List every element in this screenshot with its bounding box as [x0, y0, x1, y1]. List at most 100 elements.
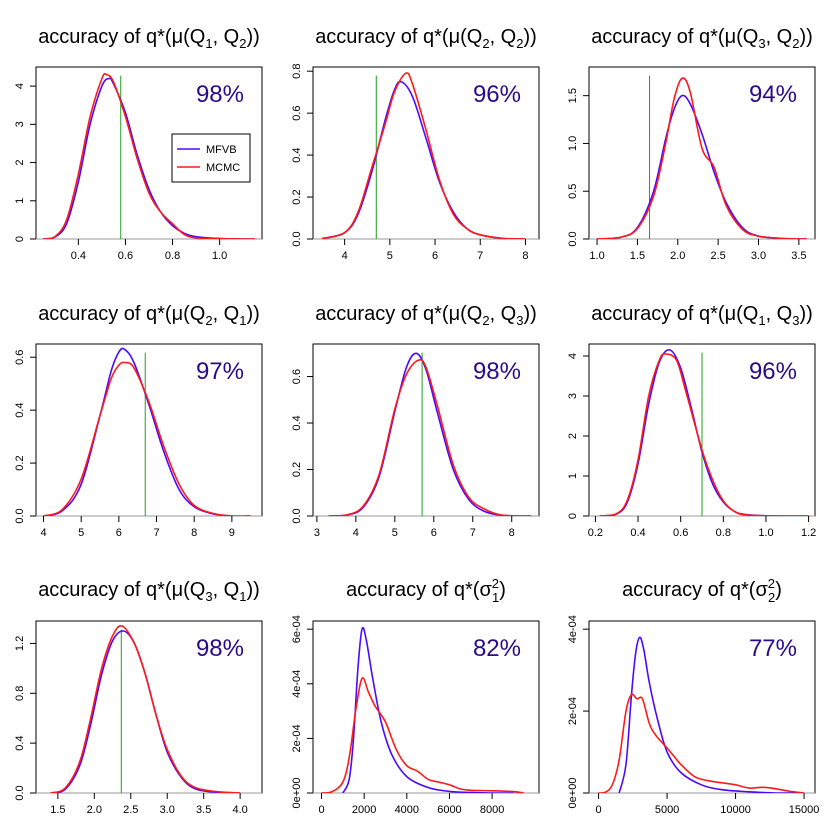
y-tick-label: 0.2	[14, 455, 26, 470]
y-tick-label: 1.0	[567, 136, 579, 151]
legend-label-mfvb: MFVB	[206, 144, 237, 156]
mcmc-density-curve	[599, 353, 809, 516]
panel-title: accuracy of q*(σ2 1)	[346, 576, 506, 605]
y-tick-label: 2	[14, 159, 26, 165]
panel-1: accuracy of q*(μ(Q1, Q2)) 0.4 0.6 0.8 1.0 0 1 2…	[14, 26, 263, 262]
x-tick-label: 0.8	[165, 250, 180, 262]
legend-label-mcmc: MCMC	[206, 162, 240, 174]
panel-title: accuracy of q*(μ(Q1, Q2))	[38, 26, 260, 51]
x-tick-label: 1.0	[589, 250, 604, 262]
mfvb-density-curve	[618, 636, 804, 793]
x-tick-label: 4.0	[232, 804, 247, 816]
y-tick-label: 0.2	[291, 462, 303, 477]
x-tick-label: 1.2	[801, 527, 816, 539]
accuracy-value: 96%	[473, 81, 521, 108]
y-tick-label: 0.4	[291, 415, 303, 430]
y-tick-label: 0.4	[14, 403, 26, 418]
y-tick-label: 0.4	[14, 735, 26, 750]
mcmc-density-curve	[328, 358, 532, 516]
x-tick-label: 3.0	[160, 804, 175, 816]
mfvb-density-curve	[42, 77, 255, 239]
mcmc-density-curve	[598, 693, 805, 793]
y-tick-label: 1	[14, 198, 26, 204]
y-tick-label: 0.0	[291, 231, 303, 246]
y-tick-label: 0.0	[14, 508, 26, 523]
y-tick-label: 0.0	[567, 231, 579, 246]
panel-9: accuracy of q*(σ2 2) 0 5000 10000 15000 0e+00 2…	[567, 576, 819, 816]
x-tick-label: 2000	[352, 804, 376, 816]
x-tick-label: 8	[509, 527, 515, 539]
x-tick-label: 8	[191, 527, 197, 539]
x-tick-label: 4000	[395, 804, 419, 816]
panel-title: accuracy of q*(σ2 2)	[622, 576, 782, 605]
x-tick-label: 3.5	[196, 804, 211, 816]
y-tick-label: 0	[567, 513, 579, 519]
x-tick-label: 7	[477, 250, 483, 262]
x-tick-label: 10000	[720, 804, 751, 816]
x-tick-label: 6	[116, 527, 122, 539]
panel-title: accuracy of q*(μ(Q2, Q2))	[315, 26, 537, 51]
y-tick-label: 0.5	[567, 184, 579, 199]
accuracy-value: 98%	[196, 81, 244, 108]
x-tick-label: 15000	[789, 804, 820, 816]
mcmc-density-curve	[42, 72, 255, 239]
y-tick-label: 4e-04	[291, 670, 303, 698]
x-tick-label: 2.5	[123, 804, 138, 816]
panel-5: accuracy of q*(μ(Q2, Q3)) 3 4 5 6 7 8 0.0 0.2 0.4…	[291, 303, 540, 539]
x-tick-label: 0.2	[588, 527, 603, 539]
panel-2: accuracy of q*(μ(Q2, Q2)) 4 5 6 7 8 0.0 0.2 0.4 0…	[291, 26, 540, 262]
x-tick-label: 0.6	[118, 250, 133, 262]
x-tick-label: 8000	[480, 804, 504, 816]
x-tick-label: 5	[387, 250, 393, 262]
accuracy-value: 94%	[749, 81, 797, 108]
x-tick-label: 6	[432, 250, 438, 262]
panel-title: accuracy of q*(μ(Q2, Q3))	[315, 303, 537, 328]
y-tick-label: 3	[14, 121, 26, 127]
x-tick-label: 0.8	[716, 527, 731, 539]
x-tick-label: 2.0	[670, 250, 685, 262]
x-tick-label: 0.4	[630, 527, 645, 539]
mfvb-density-curve	[597, 94, 807, 239]
accuracy-value: 97%	[196, 358, 244, 385]
x-tick-label: 2.0	[87, 804, 102, 816]
accuracy-value: 82%	[473, 635, 521, 662]
panel-title: accuracy of q*(μ(Q2, Q1))	[38, 303, 260, 328]
x-tick-label: 7	[153, 527, 159, 539]
panel-7: accuracy of q*(μ(Q3, Q1)) 1.5 2.0 2.5 3.0 3.5…	[14, 579, 263, 816]
x-tick-label: 3.0	[751, 250, 766, 262]
y-tick-label: 0.8	[14, 686, 26, 701]
x-tick-label: 5	[78, 527, 84, 539]
y-tick-label: 0.4	[291, 147, 303, 162]
y-tick-label: 4	[14, 83, 26, 89]
x-tick-label: 4	[353, 527, 359, 539]
x-tick-label: 6	[431, 527, 437, 539]
panel-title: accuracy of q*(μ(Q3, Q2))	[591, 26, 813, 51]
y-tick-label: 0.0	[14, 785, 26, 800]
x-tick-label: 3	[314, 527, 320, 539]
x-tick-label: 1.5	[50, 804, 65, 816]
x-tick-label: 5	[392, 527, 398, 539]
x-tick-label: 0.6	[673, 527, 688, 539]
mcmc-density-curve	[321, 72, 526, 239]
y-tick-label: 2e-04	[567, 697, 579, 725]
x-tick-label: 4	[40, 527, 46, 539]
y-tick-label: 0.6	[291, 105, 303, 120]
y-tick-label: 0.2	[291, 189, 303, 204]
accuracy-value: 98%	[473, 358, 521, 385]
x-tick-label: 0.4	[71, 250, 86, 262]
panel-title: accuracy of q*(μ(Q3, Q1))	[38, 579, 260, 604]
x-tick-label: 1.0	[758, 527, 773, 539]
x-tick-label: 5000	[655, 804, 679, 816]
y-tick-label: 0.6	[291, 369, 303, 384]
y-tick-label: 0.8	[291, 64, 303, 79]
y-tick-label: 3	[567, 393, 579, 399]
x-tick-label: 1.5	[630, 250, 645, 262]
y-tick-label: 2	[567, 433, 579, 439]
mcmc-density-curve	[321, 676, 525, 793]
mfvb-density-curve	[328, 352, 532, 516]
accuracy-value: 77%	[749, 635, 797, 662]
y-tick-label: 4	[567, 353, 579, 359]
legend-box	[171, 133, 251, 183]
y-tick-label: 0e+00	[567, 778, 579, 809]
panel-4: accuracy of q*(μ(Q2, Q1)) 4 5 6 7 8 9 0.0 0.2 0.4…	[14, 303, 263, 539]
